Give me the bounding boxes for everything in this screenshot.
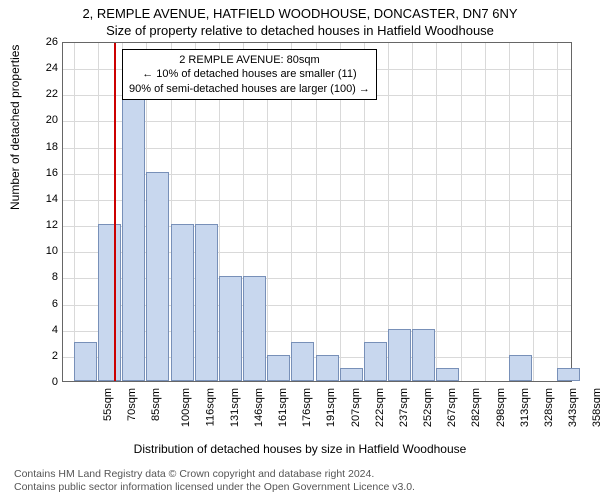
annotation-line-2: ← 10% of detached houses are smaller (11… <box>129 67 370 81</box>
x-tick-label: 313sqm <box>519 388 531 427</box>
y-tick-label: 12 <box>2 219 58 231</box>
annotation-box: 2 REMPLE AVENUE: 80sqm← 10% of detached … <box>122 49 377 100</box>
footer-line-2: Contains public sector information licen… <box>14 481 415 494</box>
histogram-bar <box>195 224 218 381</box>
y-tick-label: 22 <box>2 88 58 100</box>
y-tick-label: 24 <box>2 62 58 74</box>
histogram-bar <box>509 355 532 381</box>
y-tick-label: 20 <box>2 114 58 126</box>
plot-area: 2 REMPLE AVENUE: 80sqm← 10% of detached … <box>62 42 572 382</box>
histogram-bar <box>291 342 314 381</box>
chart-container: 2, REMPLE AVENUE, HATFIELD WOODHOUSE, DO… <box>0 0 600 500</box>
y-tick-label: 2 <box>2 350 58 362</box>
y-tick-label: 6 <box>2 298 58 310</box>
y-tick-label: 14 <box>2 193 58 205</box>
gridline-vertical <box>485 43 486 381</box>
y-tick-label: 0 <box>2 376 58 388</box>
x-tick-label: 100sqm <box>180 388 192 427</box>
footer: Contains HM Land Registry data © Crown c… <box>14 468 415 494</box>
y-tick-label: 26 <box>2 36 58 48</box>
gridline-vertical <box>557 43 558 381</box>
histogram-bar <box>388 329 411 381</box>
page-subtitle: Size of property relative to detached ho… <box>0 21 600 38</box>
x-tick-label: 85sqm <box>150 388 162 421</box>
gridline-vertical <box>461 43 462 381</box>
histogram-bar <box>74 342 97 381</box>
x-tick-label: 207sqm <box>351 388 363 427</box>
histogram-bar <box>364 342 387 381</box>
x-tick-label: 252sqm <box>422 388 434 427</box>
x-tick-label: 116sqm <box>205 388 217 426</box>
y-tick-label: 18 <box>2 141 58 153</box>
gridline-vertical <box>436 43 437 381</box>
histogram-bar <box>171 224 194 381</box>
x-tick-label: 237sqm <box>398 388 410 427</box>
y-tick-label: 16 <box>2 167 58 179</box>
x-tick-label: 55sqm <box>102 388 114 421</box>
gridline-vertical <box>74 43 75 381</box>
histogram-bar <box>557 368 580 381</box>
x-tick-label: 328sqm <box>543 388 555 427</box>
histogram-bar <box>243 276 266 381</box>
x-tick-label: 161sqm <box>277 388 289 427</box>
histogram-bar <box>267 355 290 381</box>
annotation-line-1: 2 REMPLE AVENUE: 80sqm <box>129 53 370 67</box>
property-marker-line <box>114 43 116 381</box>
x-tick-label: 267sqm <box>446 388 458 427</box>
gridline-vertical <box>509 43 510 381</box>
y-tick-label: 8 <box>2 271 58 283</box>
histogram-bar <box>98 224 121 381</box>
gridline-vertical <box>533 43 534 381</box>
x-tick-label: 131sqm <box>229 388 241 427</box>
page-title: 2, REMPLE AVENUE, HATFIELD WOODHOUSE, DO… <box>0 0 600 21</box>
x-axis-label: Distribution of detached houses by size … <box>0 442 600 456</box>
histogram-bar <box>122 67 145 381</box>
histogram-bar <box>316 355 339 381</box>
histogram-bar <box>219 276 242 381</box>
x-tick-label: 222sqm <box>374 388 386 427</box>
x-tick-label: 343sqm <box>567 388 579 427</box>
x-tick-label: 298sqm <box>496 388 508 427</box>
histogram-bar <box>436 368 459 381</box>
x-tick-label: 146sqm <box>253 388 265 427</box>
x-tick-label: 282sqm <box>470 388 482 427</box>
x-tick-label: 191sqm <box>325 388 337 427</box>
footer-line-1: Contains HM Land Registry data © Crown c… <box>14 468 415 481</box>
y-tick-label: 10 <box>2 245 58 257</box>
histogram-bar <box>340 368 363 381</box>
histogram-bar <box>412 329 435 381</box>
annotation-line-3: 90% of semi-detached houses are larger (… <box>129 82 370 96</box>
x-tick-label: 176sqm <box>301 388 313 427</box>
histogram-bar <box>146 172 169 381</box>
x-tick-label: 70sqm <box>126 388 138 421</box>
y-tick-label: 4 <box>2 324 58 336</box>
x-tick-label: 358sqm <box>591 388 600 427</box>
